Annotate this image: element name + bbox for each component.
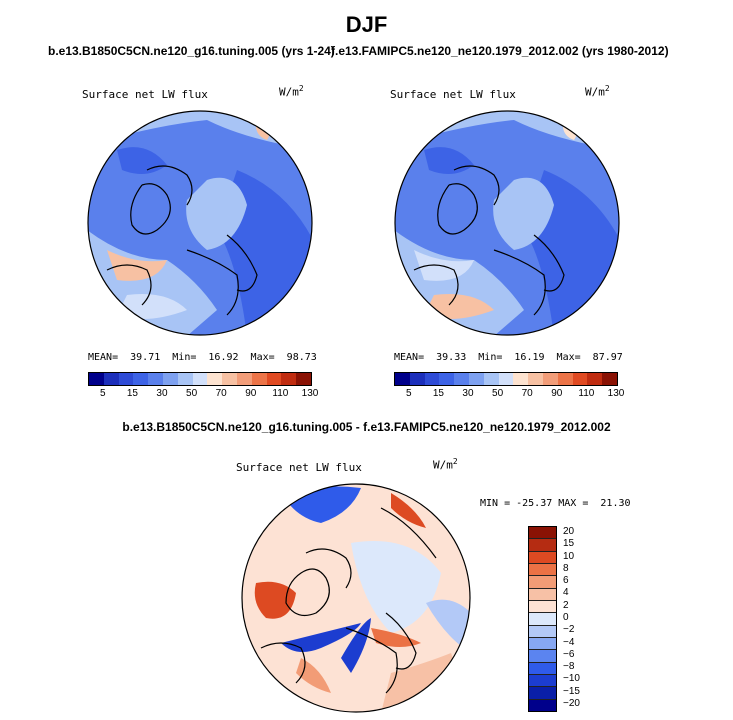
right-colorbar-bin-0	[395, 373, 410, 385]
diff-colorbar-tick: 8	[563, 562, 569, 574]
diff-colorbar-tick: 15	[563, 538, 575, 550]
right-colorbar-bin-13	[587, 373, 603, 385]
left-colorbar-bin-11	[251, 373, 267, 385]
left-colorbar	[88, 372, 312, 386]
right-colorbar-ticks: 5 15 30 50 70 90 110 130	[406, 388, 625, 399]
diff-colorbar-tick: −10	[563, 673, 580, 685]
right-colorbar-bin-1	[409, 373, 425, 385]
right-colorbar-bin-7	[498, 373, 514, 385]
right-colorbar-bin-5	[468, 373, 484, 385]
diff-colorbar-bin-4	[529, 576, 556, 589]
diff-colorbar-tick: 20	[563, 526, 575, 538]
diff-colorbar-tick: −15	[563, 685, 580, 697]
left-colorbar-bin-10	[236, 373, 252, 385]
left-polar-map	[87, 110, 313, 336]
diff-colorbar-tick: −8	[563, 661, 575, 673]
diff-colorbar-tick: 0	[563, 612, 569, 623]
right-colorbar-bin-10	[542, 373, 558, 385]
diff-colorbar-bin-6	[529, 600, 556, 614]
left-colorbar-bin-7	[192, 373, 208, 385]
right-colorbar-bin-8	[513, 373, 529, 385]
diff-colorbar-tick: −2	[563, 624, 575, 636]
diff-colorbar-tick: 10	[563, 550, 575, 562]
left-colorbar-bin-13	[281, 373, 297, 385]
right-colorbar-bin-6	[483, 373, 499, 385]
diff-colorbar-bin-3	[529, 563, 556, 577]
diff-colorbar-bin-7	[529, 613, 556, 626]
left-colorbar-bin-1	[103, 373, 119, 385]
left-colorbar-bin-8	[207, 373, 223, 385]
left-colorbar-bin-4	[148, 373, 163, 385]
diff-units: W/m2	[433, 457, 458, 472]
left-run-title: b.e13.B1850C5CN.ne120_g16.tuning.005 (yr…	[48, 44, 335, 58]
left-units: W/m2	[279, 84, 304, 99]
diff-colorbar-bin-8	[529, 625, 556, 638]
diff-colorbar-tick: 2	[563, 599, 569, 611]
left-colorbar-ticks: 5 15 30 50 70 90 110 130	[100, 388, 319, 399]
right-colorbar-bin-12	[572, 373, 588, 385]
left-colorbar-bin-2	[118, 373, 134, 385]
diff-colorbar-tick: −6	[563, 648, 575, 660]
diff-colorbar-bin-14	[529, 699, 556, 711]
right-colorbar-bin-4	[454, 373, 469, 385]
diff-run-title: b.e13.B1850C5CN.ne120_g16.tuning.005 - f…	[122, 420, 611, 434]
right-colorbar-bin-9	[528, 373, 543, 385]
diff-colorbar-ticks: 20 15 10 8 6 4 2 0 −2 −4 −6 −8 −10 −15 −20	[563, 526, 613, 710]
diff-colorbar-bin-12	[529, 674, 556, 688]
diff-colorbar-bin-0	[529, 527, 556, 540]
diff-colorbar-bin-5	[529, 588, 556, 601]
diff-colorbar-tick: −4	[563, 636, 575, 648]
diff-colorbar-tick: 4	[563, 587, 569, 599]
diff-colorbar	[528, 526, 557, 712]
right-colorbar-bin-14	[602, 373, 617, 385]
diff-colorbar-bin-10	[529, 650, 556, 663]
left-stats: MEAN= 39.71 Min= 16.92 Max= 98.73	[88, 352, 317, 363]
right-units: W/m2	[585, 84, 610, 99]
left-colorbar-bin-12	[266, 373, 282, 385]
right-polar-map	[394, 110, 620, 336]
left-colorbar-bin-9	[222, 373, 237, 385]
left-colorbar-bin-3	[133, 373, 149, 385]
diff-stats: MIN = -25.37 MAX = 21.30	[480, 498, 631, 509]
right-colorbar-bin-11	[557, 373, 573, 385]
diff-colorbar-bin-11	[529, 662, 556, 675]
diff-colorbar-bin-9	[529, 637, 556, 651]
page-title: DJF	[345, 12, 388, 37]
left-panel-label: Surface net LW flux	[82, 88, 208, 101]
left-colorbar-bin-5	[162, 373, 178, 385]
right-colorbar-bin-2	[424, 373, 440, 385]
right-colorbar-bin-3	[439, 373, 455, 385]
left-colorbar-bin-0	[89, 373, 104, 385]
right-colorbar	[394, 372, 618, 386]
left-colorbar-bin-6	[177, 373, 193, 385]
diff-polar-map	[241, 483, 471, 713]
diff-colorbar-bin-13	[529, 687, 556, 700]
left-colorbar-bin-14	[296, 373, 311, 385]
diff-colorbar-bin-2	[529, 551, 556, 564]
right-panel-label: Surface net LW flux	[390, 88, 516, 101]
diff-colorbar-bin-1	[529, 539, 556, 552]
diff-colorbar-tick: 6	[563, 575, 569, 587]
diff-colorbar-tick: −20	[563, 697, 580, 709]
diff-panel-label: Surface net LW flux	[236, 461, 362, 474]
right-stats: MEAN= 39.33 Min= 16.19 Max= 87.97	[394, 352, 623, 363]
right-run-title: f.e13.FAMIPC5.ne120_ne120.1979_2012.002 …	[331, 44, 669, 58]
